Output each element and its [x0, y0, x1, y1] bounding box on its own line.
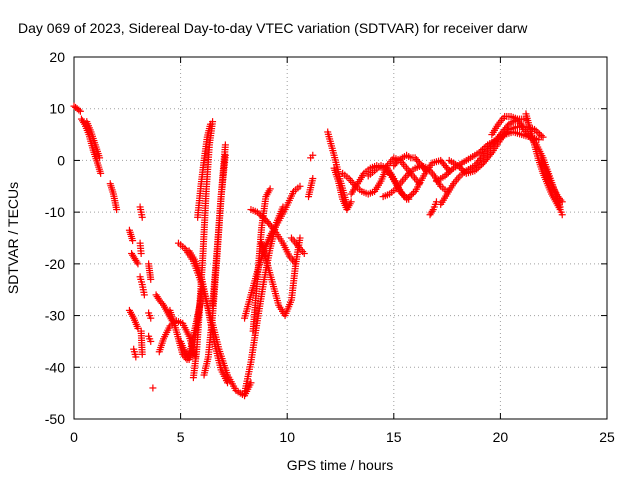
x-tick-label: 15 — [386, 429, 402, 445]
interpolated-point — [158, 300, 166, 308]
x-tick-label: 5 — [177, 429, 185, 445]
data-point — [403, 195, 411, 203]
data-point — [347, 198, 355, 206]
y-tick-label: 0 — [57, 152, 65, 168]
interpolated-point — [478, 161, 486, 169]
interpolated-point — [406, 192, 414, 200]
interpolated-point — [537, 132, 545, 140]
y-tick-label: 20 — [49, 49, 65, 65]
data-point — [147, 314, 155, 322]
data-point — [441, 172, 449, 180]
data-point — [224, 379, 232, 387]
interpolated-point — [557, 196, 565, 204]
data-point — [129, 237, 137, 245]
interpolated-point — [257, 211, 265, 219]
data-point — [296, 234, 304, 242]
data-point — [113, 206, 121, 214]
interpolated-point — [461, 168, 469, 176]
x-tick-label: 0 — [70, 429, 78, 445]
data-point — [454, 162, 462, 170]
data-point — [471, 167, 479, 175]
interpolated-point — [504, 127, 512, 135]
chart-title: Day 069 of 2023, Sidereal Day-to-day VTE… — [18, 20, 528, 36]
interpolated-point — [404, 194, 412, 202]
interpolated-point — [428, 207, 436, 215]
data-point — [132, 353, 140, 361]
interpolated-point — [443, 170, 451, 178]
interpolated-point — [80, 119, 88, 127]
interpolated-point — [133, 258, 141, 266]
interpolated-point — [459, 166, 467, 174]
interpolated-point — [444, 169, 452, 177]
data-point — [296, 182, 304, 190]
data-point — [247, 379, 255, 387]
interpolated-point — [258, 213, 266, 221]
data-points — [70, 102, 566, 400]
interpolated-point — [455, 163, 463, 171]
data-point — [475, 149, 483, 157]
interpolated-point — [478, 146, 486, 154]
data-point — [140, 291, 148, 299]
x-tick-label: 25 — [599, 429, 615, 445]
axis-ticks: 0 5 10 15 20 25 -50 -40 -30 -20 -10 0 10 20 — [45, 49, 615, 445]
interpolated-point — [457, 165, 465, 173]
data-point — [422, 167, 430, 175]
data-point — [539, 133, 547, 141]
interpolated-point — [448, 166, 456, 174]
y-tick-label: -50 — [45, 411, 65, 427]
data-point — [535, 136, 543, 144]
data-point — [221, 141, 229, 149]
x-tick-label: 10 — [279, 429, 295, 445]
data-point — [558, 211, 566, 219]
grid-lines — [74, 57, 607, 419]
data-point — [253, 208, 261, 216]
interpolated-point — [269, 225, 277, 233]
plot-frame — [73, 56, 608, 420]
interpolated-point — [260, 214, 268, 222]
interpolated-point — [474, 164, 482, 172]
data-point — [134, 260, 142, 268]
interpolated-point — [393, 158, 401, 166]
interpolated-point — [414, 157, 422, 165]
interpolated-point — [446, 167, 454, 175]
data-point — [97, 169, 105, 177]
data-point — [300, 250, 308, 258]
interpolated-point — [408, 191, 416, 199]
x-tick-label: 20 — [493, 429, 509, 445]
interpolated-point — [477, 147, 485, 155]
interpolated-point — [482, 142, 490, 150]
interpolated-point — [473, 165, 481, 173]
y-tick-label: 10 — [49, 101, 65, 117]
data-point — [309, 175, 317, 183]
interpolated-point — [255, 210, 263, 218]
y-axis-label: SDTVAR / TECUs — [5, 182, 21, 294]
data-point — [137, 250, 145, 258]
interpolated-point — [480, 144, 488, 152]
data-point — [147, 275, 155, 283]
data-point — [309, 151, 317, 159]
data-point — [147, 337, 155, 345]
y-tick-label: -30 — [45, 308, 65, 324]
y-tick-label: -20 — [45, 256, 65, 272]
data-point — [206, 120, 214, 128]
interpolated-point — [486, 150, 494, 158]
y-tick-label: -40 — [45, 359, 65, 375]
data-point — [149, 384, 157, 392]
data-point — [76, 107, 84, 115]
data-point — [266, 185, 274, 193]
interpolated-point — [409, 189, 417, 197]
data-point — [138, 213, 146, 221]
data-point — [96, 154, 104, 162]
data-point — [221, 151, 229, 159]
x-axis-label: GPS time / hours — [287, 457, 394, 473]
data-point — [138, 350, 146, 358]
interpolated-point — [534, 129, 542, 137]
interpolated-point — [536, 130, 544, 138]
data-point — [558, 198, 566, 206]
y-tick-label: -10 — [45, 204, 65, 220]
interpolated-point — [75, 106, 83, 114]
interpolated-point — [532, 127, 540, 135]
interpolated-point — [476, 162, 484, 170]
